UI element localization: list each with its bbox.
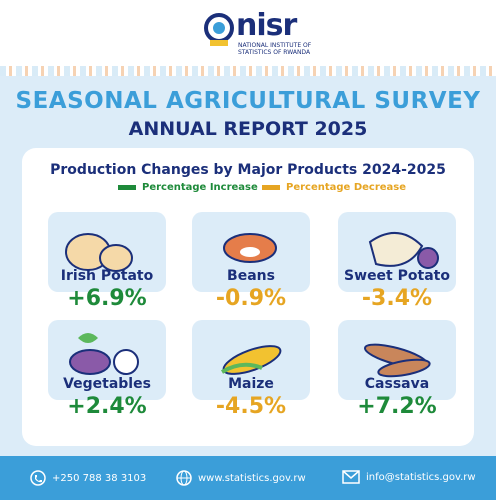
product-tile (192, 320, 310, 400)
card-title: Production Changes by Major Products 202… (50, 162, 446, 178)
logo-name: nisr (236, 8, 297, 43)
product-name: Irish Potato (60, 268, 154, 284)
product-name: Sweet Potato (344, 268, 450, 284)
product-change: +6.9% (67, 286, 147, 311)
product-change: +7.2% (357, 394, 437, 419)
product-name: Beans (227, 268, 275, 284)
product-icon (368, 232, 439, 269)
product-change: -4.5% (215, 394, 287, 419)
title: SEASONAL AGRICULTURAL SURVEY (15, 88, 481, 114)
contact-web: www.statistics.gov.rw (176, 470, 306, 486)
product-icon (223, 233, 277, 263)
card: Production Changes by Major Products 202… (22, 148, 474, 446)
contact-phone: +250 788 38 3103 (30, 470, 146, 486)
product-icon (220, 345, 282, 375)
product-tile (48, 320, 166, 400)
legend-label: Percentage Decrease (286, 182, 407, 193)
product-tile (192, 212, 310, 292)
product-icon (65, 233, 133, 272)
email: info@statistics.gov.rw (366, 471, 476, 483)
product-name: Maize (228, 376, 274, 392)
logo-icon (204, 13, 234, 46)
logo-line: NATIONAL INSTITUTE OF (238, 42, 312, 49)
logo-subtitle: NATIONAL INSTITUTE OF STATISTICS OF RWAN… (238, 42, 311, 56)
product-change: -3.4% (361, 286, 433, 311)
header-bar: nisr NATIONAL INSTITUTE OF STATISTICS OF… (0, 0, 496, 68)
product-change: -0.9% (215, 286, 287, 311)
subtitle: ANNUAL REPORT 2025 (128, 118, 368, 140)
contact-email: info@statistics.gov.rw (342, 470, 476, 484)
product-name: Vegetables (63, 376, 151, 392)
legend-item: Percentage Decrease (262, 182, 406, 193)
product-tile (338, 212, 456, 292)
product-tile (338, 320, 456, 400)
product-name: Cassava (364, 376, 430, 392)
decor-border (0, 66, 496, 76)
product-icon (364, 343, 431, 378)
legend-item: Percentage Increase (118, 182, 258, 193)
footer: +250 788 38 3103 www.statistics.gov.rw i… (0, 456, 496, 500)
legend-label: Percentage Increase (142, 182, 258, 193)
logo-line: STATISTICS OF RWANDA (238, 49, 311, 56)
website: www.statistics.gov.rw (198, 472, 306, 484)
product-icon (69, 333, 139, 375)
product-tile (48, 212, 166, 292)
product-change: +2.4% (67, 394, 147, 419)
phone: +250 788 38 3103 (52, 472, 147, 484)
